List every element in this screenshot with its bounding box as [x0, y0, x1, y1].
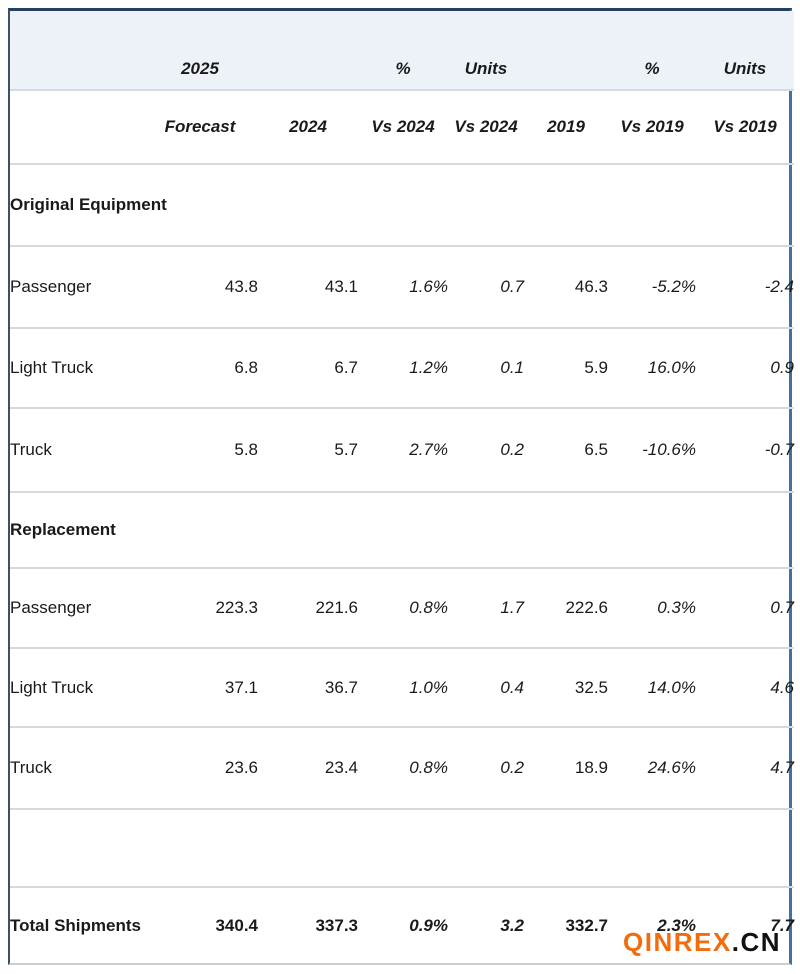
- row-label: Light Truck: [10, 677, 94, 697]
- cell-pct-vs-2019: -5.2%: [651, 277, 696, 296]
- header-cell-pct-2024: %: [395, 59, 411, 78]
- cell-pct-vs-2024: 0.8%: [409, 758, 448, 777]
- cell-units-vs-2019: 0.9: [770, 358, 794, 377]
- cell-units-vs-2019: 4.6: [770, 677, 794, 697]
- cell-units-vs-2024: 1.7: [500, 598, 524, 617]
- table-row-repl-passenger: Passenger 223.3 221.6 0.8% 1.7 222.6 0.3…: [10, 568, 794, 648]
- cell-2024: 23.4: [324, 758, 358, 777]
- row-label: Light Truck: [10, 358, 94, 377]
- table-row-repl-truck: Truck 23.6 23.4 0.8% 0.2 18.9 24.6% 4.7: [10, 727, 794, 809]
- cell-2024: 221.6: [315, 598, 358, 617]
- cell-2019: 32.5: [574, 677, 608, 697]
- cell-2024: 337.3: [315, 915, 358, 935]
- header-cell-blank: [258, 11, 358, 90]
- header-cell-units-2019: Units: [723, 59, 767, 78]
- header-cell-blank: [10, 90, 142, 164]
- watermark: QINREX.CN: [623, 927, 781, 958]
- cell-pct-vs-2019: -10.6%: [642, 440, 696, 459]
- cell-pct-vs-2024: 1.0%: [409, 677, 448, 697]
- header-cell-vs2024-units: Vs 2024: [454, 117, 518, 136]
- header-cell-2025: 2025: [181, 59, 219, 78]
- header-cell-vs2024-pct: Vs 2024: [371, 117, 435, 136]
- row-label: Passenger: [10, 277, 92, 296]
- header-row-bottom: Forecast 2024 Vs 2024 Vs 2024 2019 Vs 20…: [10, 90, 794, 164]
- cell-pct-vs-2024: 1.6%: [409, 277, 448, 296]
- header-cell-units-2024: Units: [464, 59, 508, 78]
- cell-units-vs-2024: 0.7: [500, 277, 524, 296]
- cell-units-vs-2024: 0.2: [500, 758, 524, 777]
- cell-units-vs-2024: 0.1: [500, 358, 524, 377]
- cell-units-vs-2024: 3.2: [500, 915, 524, 935]
- header-cell-2024: 2024: [289, 117, 327, 136]
- cell-2019: 5.9: [584, 358, 608, 377]
- row-label-total: Total Shipments: [10, 915, 141, 935]
- cell-units-vs-2019: 0.7: [770, 598, 794, 617]
- cell-pct-vs-2019: 24.6%: [647, 758, 696, 777]
- header-cell-vs2019-pct: Vs 2019: [620, 117, 684, 136]
- cell-units-vs-2019: -0.7: [764, 440, 794, 459]
- spacer-row: [10, 809, 794, 887]
- cell-2024: 36.7: [324, 677, 358, 697]
- cell-units-vs-2019: 4.7: [770, 758, 794, 777]
- cell-2019: 332.7: [565, 915, 608, 935]
- cell-pct-vs-2019: 2.3%: [657, 915, 696, 935]
- cell-units-vs-2019: -2.4: [764, 277, 794, 296]
- cell-pct-vs-2019: 0.3%: [657, 598, 696, 617]
- cell-units-vs-2024: 0.2: [500, 440, 524, 459]
- cell-pct-vs-2019: 14.0%: [647, 677, 696, 697]
- header-cell-blank: [10, 11, 142, 90]
- header-cell-vs2019-units: Vs 2019: [713, 117, 777, 136]
- cell-pct-vs-2024: 1.2%: [409, 358, 448, 377]
- cell-forecast: 5.8: [234, 440, 258, 459]
- section-title: Original Equipment: [10, 195, 167, 214]
- table-row-repl-light-truck: Light Truck 37.1 36.7 1.0% 0.4 32.5 14.0…: [10, 648, 794, 727]
- cell-2019: 222.6: [565, 598, 608, 617]
- watermark-suffix: .CN: [731, 927, 781, 957]
- cell-forecast: 223.3: [215, 598, 258, 617]
- cell-pct-vs-2019: 16.0%: [647, 358, 696, 377]
- watermark-brand: QINREX: [623, 927, 732, 957]
- section-row-original-equipment: Original Equipment: [10, 164, 794, 246]
- cell-2019: 46.3: [574, 277, 608, 296]
- cell-units-vs-2024: 0.4: [500, 677, 524, 697]
- table-row-total-shipments: Total Shipments 340.4 337.3 0.9% 3.2 332…: [10, 887, 794, 963]
- cell-pct-vs-2024: 0.8%: [409, 598, 448, 617]
- cell-forecast: 43.8: [224, 277, 258, 296]
- table-row-oe-light-truck: Light Truck 6.8 6.7 1.2% 0.1 5.9 16.0% 0…: [10, 328, 794, 408]
- row-label: Truck: [10, 758, 52, 777]
- cell-units-vs-2019: 7.7: [770, 915, 794, 935]
- spacer-cell: [10, 809, 794, 887]
- cell-forecast: 23.6: [224, 758, 258, 777]
- table-row-oe-truck: Truck 5.8 5.7 2.7% 0.2 6.5 -10.6% -0.7: [10, 408, 794, 492]
- cell-2019: 18.9: [574, 758, 608, 777]
- section-row-replacement: Replacement: [10, 492, 794, 568]
- cell-2024: 6.7: [334, 358, 358, 377]
- header-cell-blank: [524, 11, 608, 90]
- row-label: Passenger: [10, 598, 92, 617]
- cell-forecast: 340.4: [215, 915, 258, 935]
- row-label: Truck: [10, 440, 52, 459]
- header-cell-pct-2019: %: [644, 59, 660, 78]
- cell-2019: 6.5: [584, 440, 608, 459]
- shipments-table: 2025 % Units % Units Forecast 2024 Vs 20…: [10, 11, 794, 963]
- cell-forecast: 37.1: [224, 677, 258, 697]
- header-cell-forecast: Forecast: [164, 117, 236, 136]
- shipments-table-sheet: 2025 % Units % Units Forecast 2024 Vs 20…: [8, 8, 794, 965]
- cell-pct-vs-2024: 2.7%: [409, 440, 448, 459]
- cell-forecast: 6.8: [234, 358, 258, 377]
- cell-2024: 43.1: [324, 277, 358, 296]
- header-row-top: 2025 % Units % Units: [10, 11, 794, 90]
- cell-2024: 5.7: [334, 440, 358, 459]
- section-title: Replacement: [10, 520, 116, 539]
- cell-pct-vs-2024: 0.9%: [409, 915, 448, 935]
- table-row-oe-passenger: Passenger 43.8 43.1 1.6% 0.7 46.3 -5.2% …: [10, 246, 794, 328]
- header-cell-2019: 2019: [547, 117, 585, 136]
